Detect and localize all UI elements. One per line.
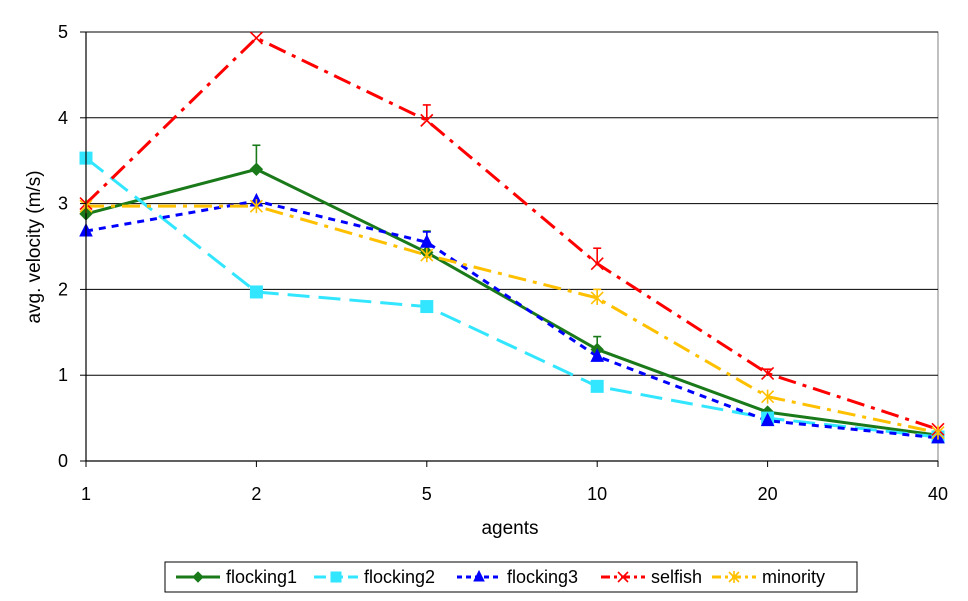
grid (85, 31, 939, 462)
data-point-flocking2 (249, 285, 263, 299)
legend-label-flocking1: flocking1 (226, 567, 297, 587)
y-tick-label: 4 (58, 108, 68, 128)
y-tick-label: 1 (58, 365, 68, 385)
data-point-flocking3 (419, 234, 434, 248)
legend-label-selfish: selfish (651, 567, 702, 587)
data-point-flocking3 (590, 348, 605, 362)
x-tick-label: 40 (928, 484, 948, 504)
data-point-minority (590, 290, 604, 305)
legend-marker-flocking1 (192, 571, 204, 583)
legend-label-minority: minority (762, 567, 825, 587)
data-point-selfish (249, 31, 263, 45)
error-bars (252, 104, 772, 374)
series-lines (84, 36, 939, 440)
legend-marker-minority (728, 571, 740, 583)
data-point-flocking2 (590, 379, 604, 393)
data-point-minority (249, 199, 263, 214)
data-point-flocking1 (249, 162, 264, 176)
series-markers (79, 31, 945, 444)
data-point-selfish (590, 257, 604, 271)
y-tick-label: 3 (58, 194, 68, 214)
legend-marker-selfish (617, 571, 629, 583)
x-tick-label: 10 (587, 484, 607, 504)
x-tick-label: 5 (422, 484, 432, 504)
legend: flocking1 flocking2 flocking3 selfish minori… (164, 561, 858, 593)
x-tick-label: 20 (758, 484, 778, 504)
legend-marker-flocking3 (473, 569, 485, 582)
legend-label-flocking3: flocking3 (507, 567, 578, 587)
data-point-minority (931, 425, 945, 440)
y-tick-label: 5 (58, 22, 68, 42)
series-line-selfish (84, 36, 939, 431)
x-axis-title: agents (481, 518, 538, 539)
plot-area (85, 31, 939, 462)
y-axis-title: avg. velocity (m/s) (24, 170, 45, 323)
y-tick-label: 0 (58, 451, 68, 471)
series-line-flocking2 (85, 156, 939, 439)
x-tick-label: 2 (251, 484, 261, 504)
series-line-flocking1 (85, 167, 939, 437)
data-point-flocking2 (420, 300, 434, 314)
series-line-minority (86, 204, 939, 435)
data-point-selfish (761, 366, 775, 381)
legend-box (164, 561, 858, 593)
x-tick-label: 1 (81, 484, 91, 504)
data-point-minority (420, 248, 434, 263)
legend-marker-flocking2 (330, 571, 342, 583)
data-point-flocking3 (760, 412, 775, 427)
legend-label-flocking2: flocking2 (364, 567, 435, 587)
series-line-flocking3 (85, 199, 939, 440)
y-tick-label: 2 (58, 279, 68, 299)
data-point-selfish (420, 113, 434, 127)
data-point-minority (761, 389, 775, 404)
